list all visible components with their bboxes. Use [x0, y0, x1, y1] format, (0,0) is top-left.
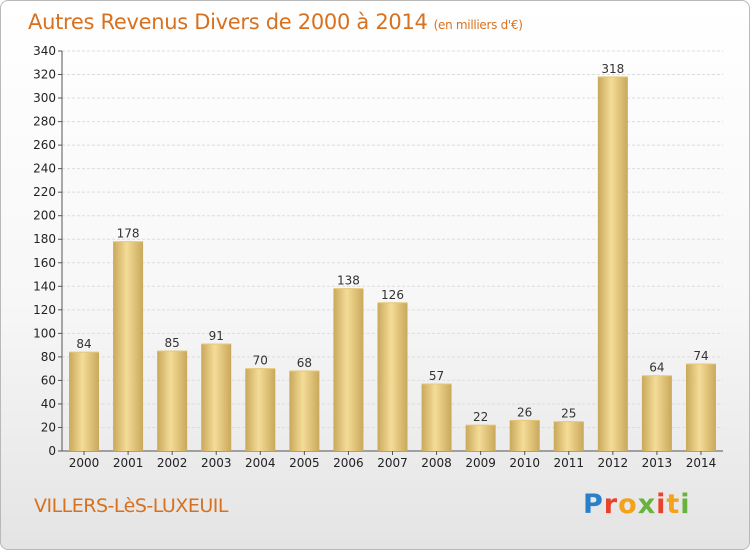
data-label: 26 — [517, 405, 532, 419]
bar — [377, 302, 408, 451]
x-tick-label: 2002 — [157, 456, 188, 470]
bar — [597, 76, 628, 451]
place-name: VILLERS-LèS-LUXEUIL — [34, 495, 228, 517]
data-label: 74 — [693, 349, 708, 363]
bar — [333, 288, 364, 451]
logo-letter: i — [656, 489, 667, 520]
x-tick-label: 2011 — [553, 456, 584, 470]
bar — [509, 420, 540, 451]
logo-letter: x — [637, 489, 657, 520]
data-label: 57 — [429, 369, 444, 383]
y-tick-label: 160 — [33, 256, 56, 270]
y-tick-label: 100 — [33, 326, 56, 340]
bar — [113, 241, 144, 451]
chart-title: Autres Revenus Divers de 2000 à 2014 (en … — [28, 10, 523, 34]
x-tick-label: 2003 — [201, 456, 232, 470]
y-tick-label: 20 — [41, 420, 56, 434]
bar — [553, 421, 584, 451]
x-tick-label: 2007 — [377, 456, 408, 470]
x-tick-label: 2000 — [69, 456, 100, 470]
bar — [685, 363, 716, 451]
x-tick-label: 2005 — [289, 456, 320, 470]
x-tick-label: 2013 — [642, 456, 673, 470]
x-tick-label: 2010 — [509, 456, 540, 470]
x-tick-label: 2014 — [686, 456, 717, 470]
y-tick-label: 0 — [48, 444, 56, 458]
bar — [289, 371, 320, 451]
y-tick-label: 200 — [33, 209, 56, 223]
chart-title-text: Autres Revenus Divers de 2000 à 2014 — [28, 10, 428, 34]
proxiti-logo: Proxiti — [583, 489, 691, 520]
x-tick-label: 2006 — [333, 456, 364, 470]
y-tick-label: 220 — [33, 185, 56, 199]
data-label: 70 — [253, 354, 268, 368]
logo-letter: r — [603, 489, 619, 520]
data-label: 85 — [165, 336, 180, 350]
data-label: 22 — [473, 410, 488, 424]
data-label: 68 — [297, 356, 312, 370]
y-tick-label: 260 — [33, 138, 56, 152]
x-tick-label: 2001 — [113, 456, 144, 470]
x-tick-label: 2008 — [421, 456, 452, 470]
x-tick-label: 2009 — [465, 456, 496, 470]
y-tick-label: 140 — [33, 279, 56, 293]
bar — [465, 425, 496, 451]
y-tick-label: 320 — [33, 68, 56, 82]
y-tick-label: 300 — [33, 91, 56, 105]
data-label: 138 — [337, 274, 360, 288]
data-label: 25 — [561, 407, 576, 421]
logo-letter: i — [680, 489, 691, 520]
bar — [245, 368, 276, 451]
bar — [157, 351, 188, 451]
bar — [641, 375, 672, 451]
data-label: 64 — [649, 361, 664, 375]
data-label: 84 — [76, 337, 91, 351]
logo-letter: t — [666, 489, 681, 520]
y-tick-label: 280 — [33, 115, 56, 129]
logo-letter: P — [583, 489, 604, 520]
y-tick-label: 120 — [33, 303, 56, 317]
y-tick-label: 240 — [33, 162, 56, 176]
data-label: 91 — [209, 329, 224, 343]
data-label: 178 — [117, 227, 140, 241]
bar — [201, 343, 232, 451]
y-tick-label: 40 — [41, 397, 56, 411]
logo-letter: o — [618, 489, 638, 520]
y-tick-label: 340 — [33, 44, 56, 58]
data-label: 318 — [601, 62, 624, 76]
x-tick-label: 2012 — [598, 456, 629, 470]
y-tick-label: 80 — [41, 350, 56, 364]
chart-unit: (en milliers d'€) — [433, 18, 523, 32]
bar — [69, 352, 100, 451]
bar — [421, 383, 452, 451]
y-tick-label: 60 — [41, 373, 56, 387]
data-label: 126 — [381, 288, 404, 302]
y-tick-label: 180 — [33, 232, 56, 246]
x-tick-label: 2004 — [245, 456, 276, 470]
